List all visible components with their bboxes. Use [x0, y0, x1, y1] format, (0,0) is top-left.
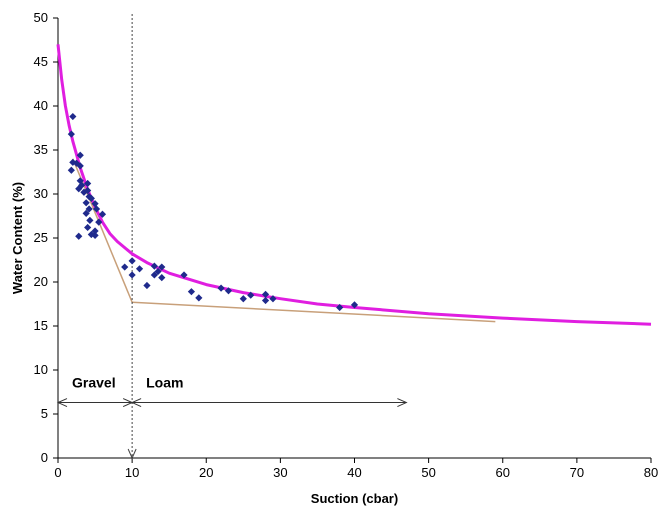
data-point	[69, 112, 77, 121]
y-tick-label: 10	[34, 362, 48, 377]
axes	[57, 18, 651, 459]
data-point	[239, 295, 247, 303]
y-tick-label: 30	[34, 186, 48, 201]
data-point	[72, 159, 81, 167]
data-point	[75, 232, 83, 240]
data-point	[67, 130, 75, 138]
data-point	[84, 186, 92, 195]
data-point	[85, 205, 93, 213]
data-point	[86, 216, 94, 224]
y-tick-label: 35	[34, 142, 48, 157]
data-point	[75, 185, 83, 193]
data-point	[150, 262, 158, 270]
data-point	[224, 287, 233, 295]
data-point	[154, 267, 162, 276]
x-tick-label: 10	[125, 465, 139, 480]
data-point	[143, 281, 151, 290]
data-point	[217, 284, 225, 292]
data-point	[91, 200, 99, 208]
data-points	[67, 112, 359, 312]
data-point	[87, 194, 95, 202]
data-point	[98, 210, 107, 218]
data-point	[261, 296, 270, 305]
data-point	[269, 295, 277, 303]
y-tick-label: 45	[34, 54, 48, 69]
data-point	[92, 205, 101, 213]
y-tick-label: 0	[41, 450, 48, 465]
x-axis-title: Suction (cbar)	[311, 491, 398, 506]
data-point	[87, 230, 95, 239]
region-label: Loam	[146, 375, 183, 391]
y-tick-label: 5	[41, 406, 48, 421]
divider-arrowhead	[127, 448, 137, 460]
data-point	[78, 181, 86, 189]
tangent-lines	[72, 158, 496, 323]
x-tick-label: 50	[421, 465, 435, 480]
data-point	[336, 303, 344, 312]
data-point	[91, 231, 99, 239]
y-axis-title: Water Content (%)	[10, 182, 25, 294]
region-arrowhead-right	[397, 398, 408, 408]
x-tick-label: 0	[54, 465, 61, 480]
x-tick-label: 20	[199, 465, 213, 480]
tick-labels: 0 5 10 15 20 25 30 35 40 45 50 0 10 20 30 40 50 60 70 80	[34, 10, 659, 480]
data-point	[76, 162, 84, 170]
y-tick-label: 50	[34, 10, 48, 25]
y-tick-label: 15	[34, 318, 48, 333]
data-point	[158, 263, 166, 271]
data-point	[247, 291, 255, 299]
y-tick-label: 40	[34, 98, 48, 113]
x-tick-label: 30	[273, 465, 287, 480]
region-arrows: Gravel Loam	[56, 375, 408, 408]
data-point	[350, 301, 359, 309]
data-point	[76, 151, 84, 159]
region-arrowhead-left	[56, 398, 68, 408]
y-tick-label: 20	[34, 274, 48, 289]
data-point	[180, 271, 188, 279]
data-point	[150, 271, 158, 279]
data-point	[95, 218, 103, 226]
x-tick-label: 40	[347, 465, 361, 480]
region-arrowhead-left	[130, 398, 142, 408]
data-point	[82, 199, 90, 207]
data-point	[91, 227, 99, 235]
data-point	[135, 265, 144, 273]
data-point	[121, 263, 129, 271]
x-tick-label: 70	[570, 465, 584, 480]
data-point	[187, 288, 196, 296]
divider-line	[127, 14, 137, 460]
data-point	[195, 294, 203, 302]
y-tick-label: 25	[34, 230, 48, 245]
data-point	[158, 274, 166, 282]
data-point	[84, 179, 92, 188]
data-point	[128, 271, 136, 279]
data-point	[82, 209, 90, 217]
tangent-line	[132, 301, 496, 323]
data-point	[128, 257, 136, 265]
x-tick-label: 80	[644, 465, 658, 480]
data-point	[261, 290, 270, 298]
data-point	[84, 223, 92, 232]
x-tick-label: 60	[496, 465, 510, 480]
region-label: Gravel	[72, 375, 116, 391]
data-point	[67, 166, 75, 174]
